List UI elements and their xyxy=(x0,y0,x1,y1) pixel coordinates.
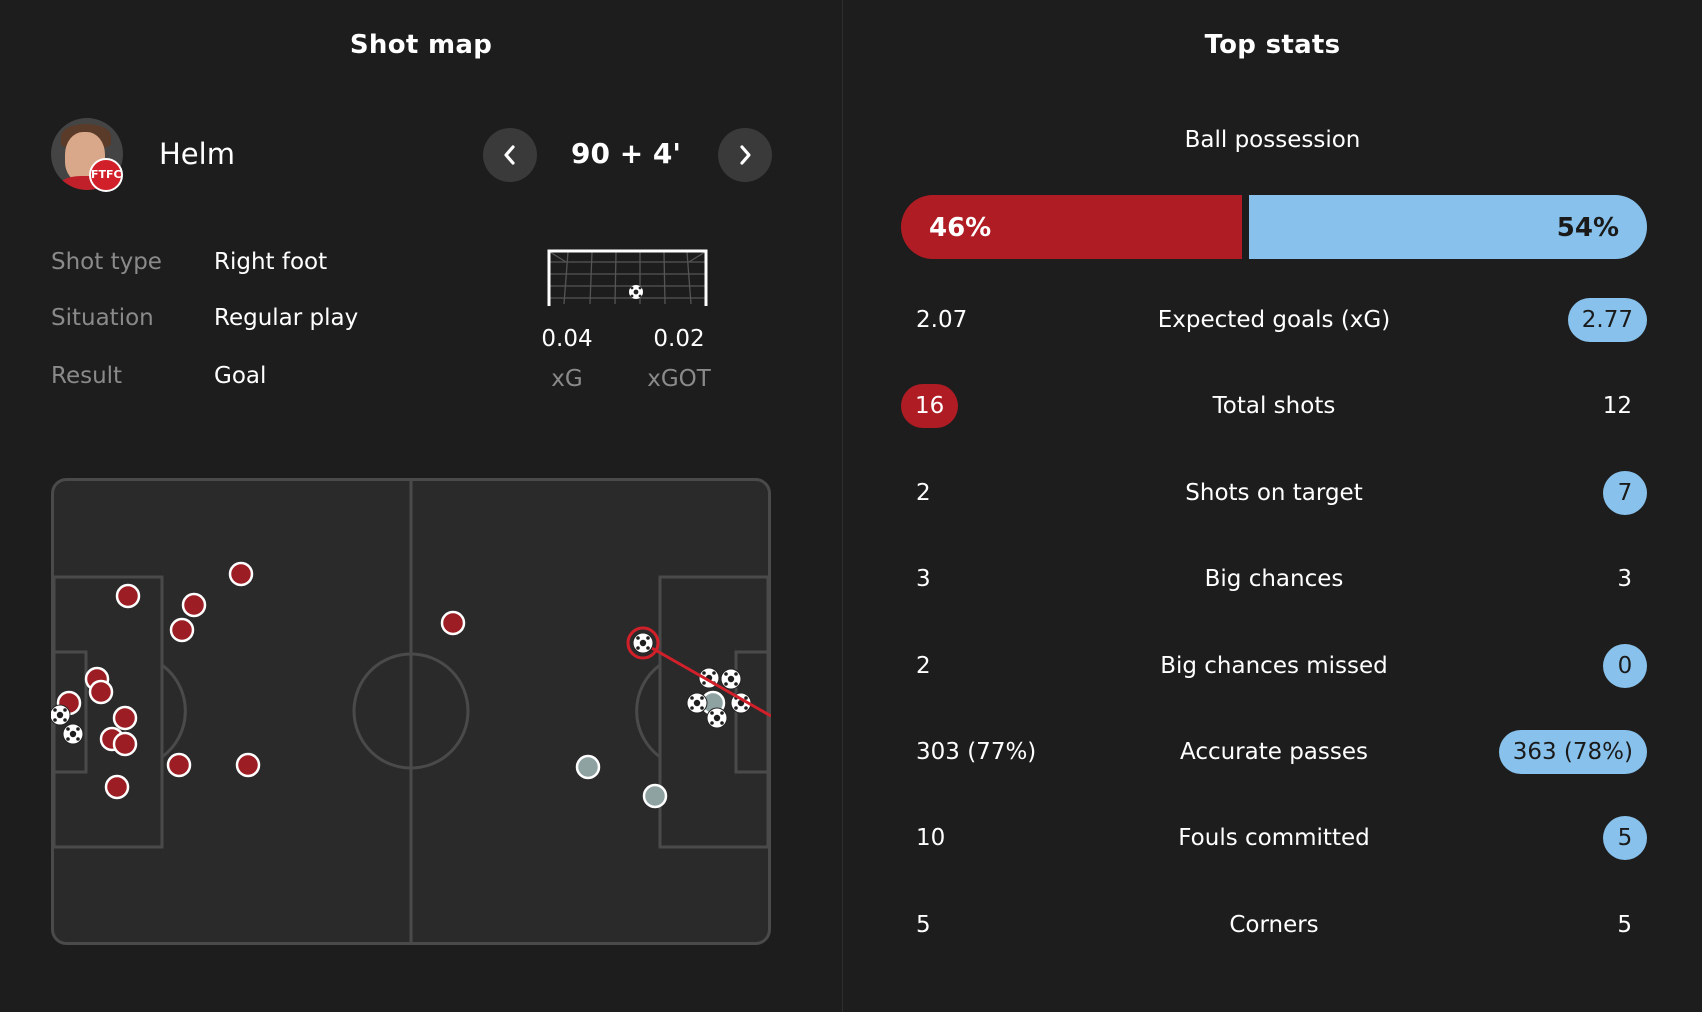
stat-away-value: 3 xyxy=(1617,566,1632,592)
stat-label: Expected goals (xG) xyxy=(1157,307,1391,333)
previous-shot-button[interactable] xyxy=(483,128,537,182)
player-name[interactable]: Helm xyxy=(159,137,235,171)
home-shot-marker[interactable] xyxy=(112,731,138,757)
situation-label: Situation xyxy=(51,305,154,331)
stat-away-value: 363 (78%) xyxy=(1498,730,1647,774)
xgot-label: xGOT xyxy=(647,366,711,392)
stat-row-fouls: 10 Fouls committed 5 xyxy=(901,816,1647,860)
home-goal-ball-icon[interactable] xyxy=(51,704,71,726)
xg-label: xG xyxy=(551,366,583,392)
chevron-right-icon xyxy=(740,145,751,165)
goal-frame-graphic xyxy=(547,249,708,306)
top-stats-title: Top stats xyxy=(1204,30,1341,60)
club-badge-icon: FTFC xyxy=(89,158,123,192)
stat-label: Corners xyxy=(1229,912,1319,938)
shot-map-title: Shot map xyxy=(349,30,493,60)
stat-row-corners: 5 Corners 5 xyxy=(901,903,1647,947)
home-shot-marker[interactable] xyxy=(228,561,254,587)
home-shots-layer xyxy=(51,561,466,800)
stat-label: Total shots xyxy=(1212,393,1336,419)
panel-divider xyxy=(842,0,843,1012)
ball-icon xyxy=(629,285,643,299)
stat-home-value: 5 xyxy=(916,912,931,938)
possession-away-fill: 54% xyxy=(1249,195,1647,259)
away-goal-ball-icon[interactable] xyxy=(720,668,742,690)
xgot-value: 0.02 xyxy=(653,326,705,352)
stat-home-value: 10 xyxy=(916,825,946,851)
away-shot-marker[interactable] xyxy=(642,783,668,809)
stat-home-value: 2 xyxy=(916,653,931,679)
home-shot-marker[interactable] xyxy=(235,752,261,778)
selected-shot-trajectory xyxy=(642,641,771,718)
result-value: Goal xyxy=(214,363,267,389)
stat-row-xg: 2.07 Expected goals (xG) 2.77 xyxy=(901,298,1647,342)
home-shot-marker[interactable] xyxy=(181,592,207,618)
xg-value: 0.04 xyxy=(541,326,593,352)
stat-row-total-shots: 16 Total shots 12 xyxy=(901,384,1647,428)
away-goal-ball-icon[interactable] xyxy=(706,707,728,729)
stat-row-big-chances-missed: 2 Big chances missed 0 xyxy=(901,644,1647,688)
home-shot-marker[interactable] xyxy=(169,617,195,643)
stat-home-value: 16 xyxy=(901,384,959,428)
shot-minute: 90 + 4' xyxy=(571,137,681,170)
shot-type-value: Right foot xyxy=(214,249,328,275)
away-goal-ball-icon[interactable] xyxy=(686,692,708,714)
home-shot-marker[interactable] xyxy=(88,679,114,705)
stat-row-big-chances: 3 Big chances 3 xyxy=(901,557,1647,601)
possession-home-value: 46% xyxy=(929,213,992,243)
stat-row-shots-on-target: 2 Shots on target 7 xyxy=(901,471,1647,515)
stat-home-value: 2 xyxy=(916,480,931,506)
stat-away-value: 2.77 xyxy=(1567,298,1647,342)
stat-home-value: 2.07 xyxy=(916,307,968,333)
top-stats-panel: Top stats Ball possession 46% 54% 2.07 E… xyxy=(843,0,1702,1012)
player-avatar[interactable] xyxy=(51,118,123,190)
stat-row-accurate-passes: 303 (77%) Accurate passes 363 (78%) xyxy=(901,730,1647,774)
stat-label: Big chances missed xyxy=(1160,653,1388,679)
possession-bar: 46% 54% xyxy=(901,195,1647,259)
stat-label: Accurate passes xyxy=(1179,739,1369,765)
home-goal-ball-icon[interactable] xyxy=(62,723,84,745)
shot-type-label: Shot type xyxy=(51,249,162,275)
stat-away-value: 5 xyxy=(1617,912,1632,938)
stat-label: Fouls committed xyxy=(1178,825,1370,851)
possession-away-value: 54% xyxy=(1556,213,1619,243)
next-shot-button[interactable] xyxy=(718,128,772,182)
stat-home-value: 3 xyxy=(916,566,931,592)
shot-map-pitch xyxy=(51,478,771,945)
away-shot-marker[interactable] xyxy=(575,754,601,780)
possession-label: Ball possession xyxy=(1184,127,1361,153)
stat-away-value: 0 xyxy=(1603,644,1647,688)
stat-away-value: 7 xyxy=(1603,471,1647,515)
selected-shot-ring xyxy=(626,626,660,660)
stat-away-value: 5 xyxy=(1603,816,1647,860)
stat-away-value: 12 xyxy=(1602,393,1632,419)
stat-label: Shots on target xyxy=(1185,480,1363,506)
home-shot-marker[interactable] xyxy=(166,752,192,778)
home-shot-marker[interactable] xyxy=(115,583,141,609)
stat-label: Big chances xyxy=(1204,566,1344,592)
home-shot-marker[interactable] xyxy=(104,774,130,800)
home-shot-marker[interactable] xyxy=(440,610,466,636)
situation-value: Regular play xyxy=(214,305,359,331)
away-shots-layer xyxy=(575,667,752,809)
stat-home-value: 303 (77%) xyxy=(916,739,1037,765)
result-label: Result xyxy=(51,363,123,389)
possession-home-fill: 46% xyxy=(901,195,1242,259)
chevron-left-icon xyxy=(504,145,515,165)
home-shot-marker[interactable] xyxy=(112,705,138,731)
selected-shot-marker xyxy=(626,626,660,660)
shot-map-panel: Shot map FTFC Helm 90 + 4' Shot type Rig… xyxy=(0,0,842,1012)
selected-goal-ball-icon[interactable] xyxy=(632,632,654,654)
